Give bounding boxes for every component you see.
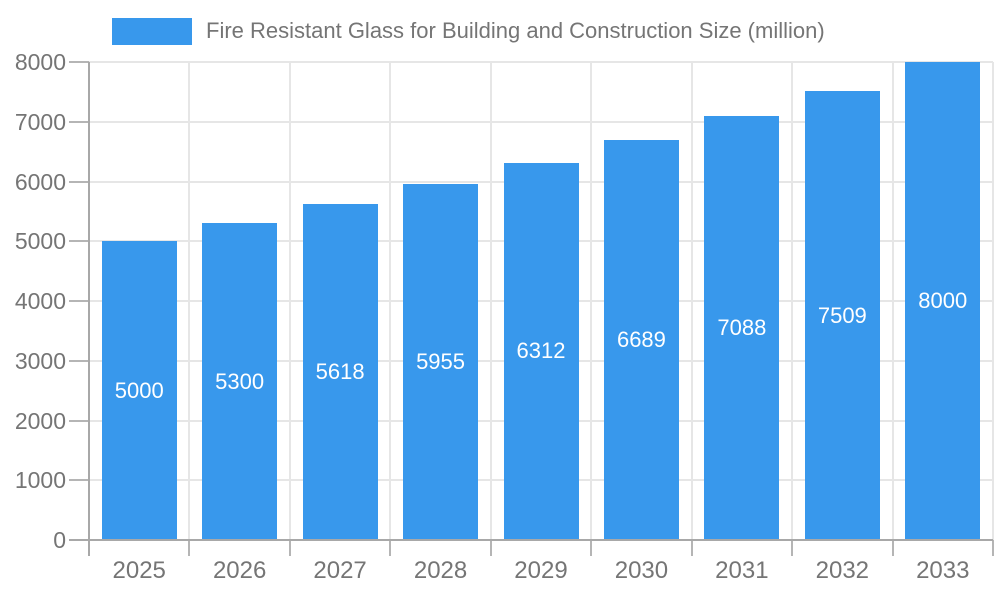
x-axis-label: 2026 [212,557,267,584]
gridline-vertical [992,62,994,540]
bar-value-label: 7088 [717,315,767,341]
gridline-vertical [791,62,794,540]
legend-label: Fire Resistant Glass for Building and Co… [206,18,825,43]
y-axis-tick [69,180,89,183]
x-axis-tick [891,540,894,556]
bar[interactable]: 6689 [603,140,679,540]
bar[interactable]: 7088 [704,116,780,540]
y-axis-tick [69,300,89,302]
gridline-vertical [489,62,492,540]
x-axis-line [69,539,993,541]
bar-value-label: 6312 [516,338,566,364]
y-axis-tick [69,479,89,482]
bar-value-label: 5955 [416,349,466,375]
bar[interactable]: 7509 [804,91,880,540]
gridline-vertical [288,62,291,540]
y-axis-label: 6000 [14,168,66,195]
y-axis-line [88,62,90,556]
legend-swatch[interactable] [112,17,192,45]
bar[interactable]: 5955 [403,184,479,540]
bar[interactable]: 8000 [905,62,981,540]
x-axis-tick [489,540,492,556]
x-axis-label: 2029 [514,557,568,584]
gridline-horizontal [89,61,993,63]
y-axis-label: 8000 [14,49,66,75]
bar-value-label: 6689 [616,327,666,353]
bar[interactable]: 6312 [503,162,579,540]
y-axis-label: 1000 [14,467,66,494]
bar-value-label: 8000 [918,288,968,313]
x-axis-label: 2025 [112,557,166,584]
y-axis-tick [69,240,89,243]
bar-value-label: 7509 [817,302,867,328]
chart-legend[interactable]: Fire Resistant Glass for Building and Co… [112,17,825,45]
x-axis-tick [992,540,994,556]
y-axis-label: 2000 [14,407,66,434]
y-axis-tick [69,120,89,123]
bar-value-label: 5618 [315,359,365,385]
gridline-vertical [590,62,593,540]
gridline-horizontal [89,120,993,123]
x-axis-label: 2027 [313,557,367,584]
gridline-vertical [690,62,693,540]
gridline-vertical [188,62,191,540]
x-axis-tick [389,540,392,556]
x-axis-tick [590,540,593,556]
y-axis-tick [69,419,89,422]
y-axis-tick [69,359,89,362]
x-axis-tick [288,540,291,556]
x-axis-tick [188,540,191,556]
y-axis-label: 5000 [14,228,66,255]
x-axis-label: 2033 [916,557,970,584]
bar-value-label: 5300 [215,368,265,394]
x-axis-label: 2028 [413,557,468,584]
y-axis-tick [69,61,89,63]
x-axis-label: 2032 [815,557,870,584]
y-axis-label: 4000 [14,288,66,314]
x-axis-tick [690,540,693,556]
x-axis-label: 2030 [614,557,669,584]
bar-value-label: 5000 [114,377,164,403]
bar[interactable]: 5000 [101,241,177,540]
x-axis-tick [791,540,794,556]
gridline-vertical [389,62,392,540]
bar[interactable]: 5300 [202,223,278,540]
bar[interactable]: 5618 [302,204,378,540]
x-axis-label: 2031 [715,557,769,584]
y-axis-label: 0 [53,527,66,553]
gridline-vertical [891,62,894,540]
y-axis-label: 3000 [14,347,66,374]
y-axis-label: 7000 [14,108,66,135]
